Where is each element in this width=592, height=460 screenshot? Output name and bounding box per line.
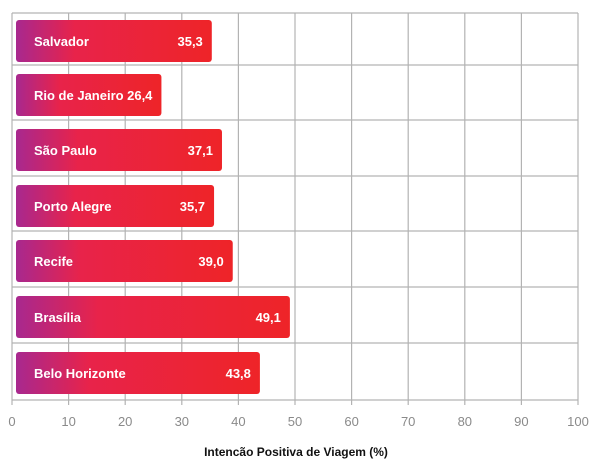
bars: Salvador 35,3 Rio de Janeiro 26,4 São Paulo 3… [16, 20, 290, 394]
category-label: São Paulo [34, 143, 97, 158]
value-label: 37,1 [188, 143, 213, 158]
category-label: Salvador [34, 34, 89, 49]
x-tick-label: 80 [458, 414, 472, 429]
category-label: Recife [34, 254, 73, 269]
x-tick-label: 10 [61, 414, 75, 429]
x-tick-label: 20 [118, 414, 132, 429]
x-tick-label: 70 [401, 414, 415, 429]
x-tick-label: 0 [8, 414, 15, 429]
value-label: 35,7 [180, 199, 205, 214]
x-tick-label: 50 [288, 414, 302, 429]
value-label: 43,8 [226, 366, 251, 381]
x-tick-labels: 0 10 20 30 40 50 60 70 80 90 100 [8, 414, 588, 429]
value-label: 26,4 [127, 88, 153, 103]
value-label: 49,1 [256, 310, 281, 325]
category-label: Brasília [34, 310, 82, 325]
x-tick-label: 30 [175, 414, 189, 429]
value-label: 35,3 [177, 34, 202, 49]
value-label: 39,0 [198, 254, 223, 269]
x-axis-title: Intencão Positiva de Viagem (%) [204, 445, 388, 459]
category-label: Porto Alegre [34, 199, 112, 214]
category-label: Rio de Janeiro [34, 88, 124, 103]
x-tick-label: 60 [344, 414, 358, 429]
x-tick-label: 40 [231, 414, 245, 429]
x-tick-label: 100 [567, 414, 589, 429]
x-tick-label: 90 [514, 414, 528, 429]
category-label: Belo Horizonte [34, 366, 126, 381]
